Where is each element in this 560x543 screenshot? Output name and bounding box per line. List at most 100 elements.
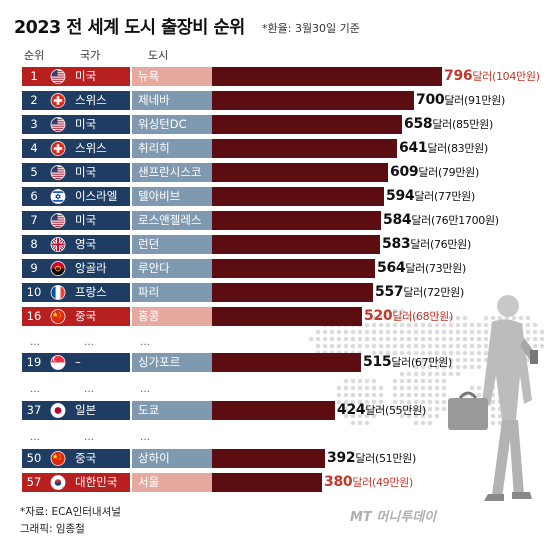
city-column-header: 도시 <box>148 49 169 62</box>
singapore-flag-icon <box>50 355 66 370</box>
usa-flag-icon <box>50 165 66 180</box>
country-name: 일본 <box>70 401 130 420</box>
value-label: 700달러(91만원) <box>416 91 505 110</box>
gap-marker: … <box>30 432 41 443</box>
rank-number: 10 <box>22 283 46 302</box>
cost-bar <box>212 259 375 278</box>
usd-value: 658 <box>404 116 433 132</box>
rank-number: 4 <box>22 139 46 158</box>
usd-unit: 달러 <box>410 238 430 251</box>
value-label: 380달러(49만원) <box>324 473 413 492</box>
city-name: 뉴욕 <box>132 67 212 86</box>
krw-value: (76만1700원) <box>430 214 499 227</box>
chart-title: 2023 전 세계 도시 출장비 순위 <box>14 18 245 38</box>
usd-unit: 달러 <box>403 286 423 299</box>
gap-marker: … <box>84 337 95 348</box>
country-column-header: 국가 <box>80 49 101 62</box>
cost-bar <box>212 211 381 230</box>
krw-value: (79만원) <box>437 166 479 179</box>
usd-value: 392 <box>327 450 356 466</box>
country-name: 중국 <box>70 307 130 326</box>
value-label: 658달러(85만원) <box>404 115 493 134</box>
krw-value: (51만원) <box>374 452 416 465</box>
gap-marker: … <box>140 384 151 395</box>
city-name: 도쿄 <box>132 401 212 420</box>
switzerland-flag-icon <box>50 141 66 156</box>
krw-value: (73만원) <box>424 262 466 275</box>
value-label: 520달러(68만원) <box>364 307 453 326</box>
usd-unit: 달러 <box>355 452 375 465</box>
usd-unit: 달러 <box>427 142 447 155</box>
gap-marker: … <box>30 384 41 395</box>
usd-unit: 달러 <box>365 404 385 417</box>
usd-value: 609 <box>390 164 419 180</box>
rank-number: 7 <box>22 211 46 230</box>
gap-marker: … <box>30 337 41 348</box>
cost-bar <box>212 115 402 134</box>
city-name: 파리 <box>132 283 212 302</box>
cost-bar <box>212 91 414 110</box>
usd-unit: 달러 <box>352 476 372 489</box>
krw-value: (85만원) <box>451 118 493 131</box>
krw-value: (77만원) <box>433 190 475 203</box>
rank-number: 6 <box>22 187 46 206</box>
usd-unit: 달러 <box>418 166 438 179</box>
gap-marker: … <box>84 432 95 443</box>
value-label: 641달러(83만원) <box>399 139 488 158</box>
cost-bar <box>212 473 322 492</box>
usd-value: 700 <box>416 92 445 108</box>
france-flag-icon <box>50 285 66 300</box>
gap-marker: … <box>140 432 151 443</box>
usd-value: 641 <box>399 140 428 156</box>
usd-unit: 달러 <box>411 214 431 227</box>
city-name: 런던 <box>132 235 212 254</box>
city-name: 홍콩 <box>132 307 212 326</box>
usa-flag-icon <box>50 117 66 132</box>
city-name: 루안다 <box>132 259 212 278</box>
usd-value: 424 <box>337 402 366 418</box>
usd-value: 380 <box>324 474 353 490</box>
city-name: 싱가포르 <box>132 353 212 372</box>
krw-value: (68만원) <box>411 310 453 323</box>
gap-marker: … <box>140 337 151 348</box>
country-name: 대한민국 <box>70 473 130 492</box>
china-flag-icon <box>50 451 66 466</box>
krw-value: (104만원) <box>491 70 540 83</box>
value-label: 796달러(104만원) <box>444 67 540 86</box>
rank-number: 57 <box>22 473 46 492</box>
china-flag-icon <box>50 309 66 324</box>
city-name: 서울 <box>132 473 212 492</box>
value-label: 392달러(51만원) <box>327 449 416 468</box>
krw-value: (55만원) <box>384 404 426 417</box>
krw-value: (83만원) <box>446 142 488 155</box>
country-name: 미국 <box>70 115 130 134</box>
rank-column-header: 순위 <box>24 49 45 62</box>
rank-number: 3 <box>22 115 46 134</box>
city-name: 취리히 <box>132 139 212 158</box>
angola-flag-icon <box>50 261 66 276</box>
usd-unit: 달러 <box>472 70 492 83</box>
usd-value: 594 <box>386 188 415 204</box>
country-name: 미국 <box>70 211 130 230</box>
rank-number: 50 <box>22 449 46 468</box>
country-name: 영국 <box>70 235 130 254</box>
usd-unit: 달러 <box>405 262 425 275</box>
exchange-rate-note: *환율: 3월30일 기준 <box>262 22 360 35</box>
city-name: 상하이 <box>132 449 212 468</box>
usd-value: 583 <box>382 236 411 252</box>
switzerland-flag-icon <box>50 93 66 108</box>
country-name: 앙골라 <box>70 259 130 278</box>
krw-value: (67만원) <box>410 356 452 369</box>
rank-number: 16 <box>22 307 46 326</box>
usd-value: 796 <box>444 68 473 84</box>
value-label: 609달러(79만원) <box>390 163 479 182</box>
cost-bar <box>212 401 335 420</box>
value-label: 584달러(76만1700원) <box>383 211 499 230</box>
usa-flag-icon <box>50 213 66 228</box>
usd-unit: 달러 <box>414 190 434 203</box>
value-label: 424달러(55만원) <box>337 401 426 420</box>
country-name: 미국 <box>70 67 130 86</box>
country-name: 미국 <box>70 163 130 182</box>
value-label: 557달러(72만원) <box>375 283 464 302</box>
